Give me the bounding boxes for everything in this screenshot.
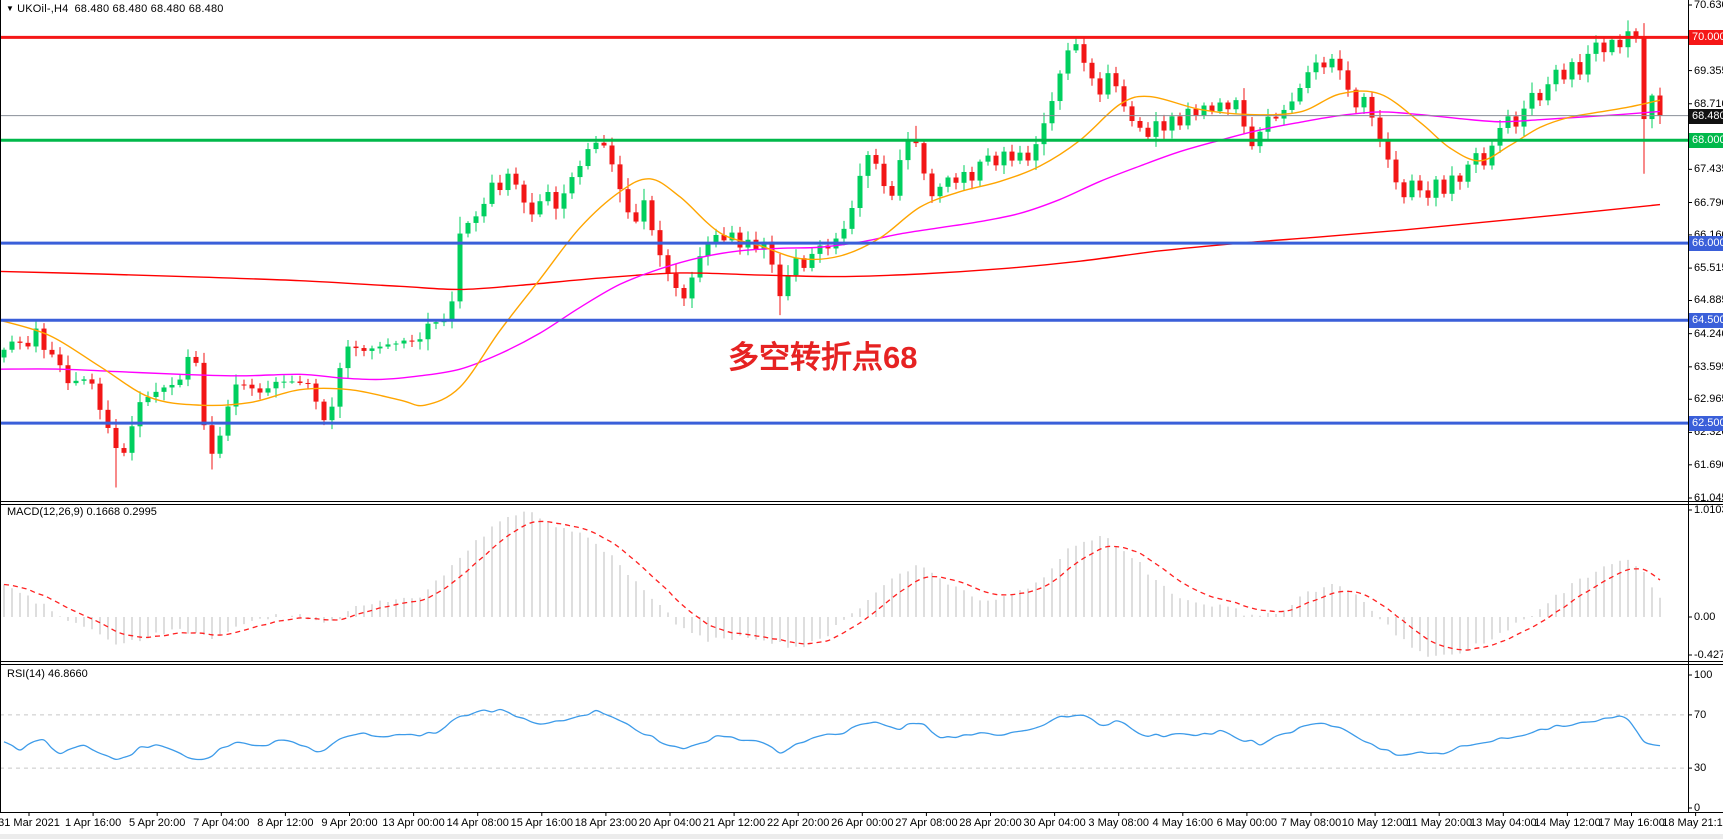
time-axis-label: 7 Apr 04:00 bbox=[193, 817, 250, 829]
macd-histogram bbox=[3, 511, 1661, 657]
time-axis-label: 1 Apr 16:00 bbox=[64, 817, 122, 829]
time-axis-label: 26 Apr 00:00 bbox=[831, 817, 894, 829]
price-badge: 62.500 bbox=[1689, 416, 1723, 432]
time-axis-label: 17 May 16:00 bbox=[1598, 817, 1665, 829]
time-axis-label: 8 Apr 12:00 bbox=[257, 817, 314, 829]
rsi-axis-label: 70 bbox=[1694, 708, 1707, 721]
horizontal-level-lines bbox=[0, 35, 1688, 425]
rsi-axis-label: 30 bbox=[1694, 762, 1707, 775]
fast-ma-line bbox=[0, 90, 1661, 407]
price-tick-label: 64.885 bbox=[1694, 294, 1723, 307]
rsi-value: 46.8660 bbox=[47, 668, 88, 680]
bottom-strip bbox=[0, 834, 1723, 839]
price-tick-label: 70.630 bbox=[1694, 0, 1723, 11]
time-axis-label: 28 Apr 20:00 bbox=[959, 817, 1022, 829]
time-axis-label: 30 Apr 04:00 bbox=[1023, 817, 1086, 829]
rsi-axis-label: 100 bbox=[1694, 669, 1713, 681]
dropdown-triangle-icon[interactable]: ▼ bbox=[6, 4, 15, 13]
chart-annotation-text: 多空转折点68 bbox=[728, 340, 918, 375]
time-axis-label: 22 Apr 20:00 bbox=[766, 817, 830, 829]
price-badge: 64.500 bbox=[1689, 313, 1723, 329]
rsi-name: RSI(14) bbox=[7, 668, 45, 680]
price-tick-label: 63.595 bbox=[1694, 360, 1723, 373]
time-axis-label: 11 May 20:00 bbox=[1406, 817, 1473, 829]
time-axis-label: 27 Apr 08:00 bbox=[895, 817, 958, 829]
price-tick-label: 65.515 bbox=[1694, 262, 1723, 275]
panel-separators bbox=[0, 0, 1723, 813]
macd-values: 0.1668 0.2995 bbox=[86, 506, 157, 518]
time-axis-label: 21 Apr 12:00 bbox=[702, 817, 766, 829]
time-axis-label: 9 Apr 20:00 bbox=[321, 817, 378, 829]
price-tick-label: 67.435 bbox=[1694, 163, 1723, 176]
rsi-line bbox=[3, 708, 1661, 761]
time-axis-label: 10 May 12:00 bbox=[1341, 817, 1409, 829]
price-tick-label: 62.965 bbox=[1694, 393, 1723, 406]
price-tick-label: 69.355 bbox=[1694, 64, 1723, 77]
macd-signal-line bbox=[3, 520, 1661, 651]
symbol-name: UKOil-,H4 bbox=[17, 3, 69, 15]
rsi-indicator-label: RSI(14) 46.8660 bbox=[7, 668, 88, 680]
time-axis-label: 3 May 08:00 bbox=[1088, 817, 1149, 829]
slow-ma-line bbox=[0, 203, 1661, 291]
time-axis-label: 14 Apr 08:00 bbox=[446, 817, 509, 829]
macd-axis-label: 0.00 bbox=[1694, 611, 1716, 623]
time-axis-label: 13 May 04:00 bbox=[1469, 817, 1537, 829]
price-tick-label: 68.710 bbox=[1694, 97, 1723, 110]
macd-name: MACD(12,26,9) bbox=[7, 506, 84, 518]
time-axis-label: 20 Apr 04:00 bbox=[638, 817, 702, 829]
rsi-level-lines bbox=[0, 714, 1688, 769]
rsi-axis-label: 0 bbox=[1694, 802, 1701, 814]
price-badge: 68.480 bbox=[1689, 108, 1723, 124]
symbol-ohlc-label: ▼ UKOil-,H4 68.480 68.480 68.480 68.480 bbox=[6, 3, 224, 15]
time-axis-label: 4 May 16:00 bbox=[1152, 817, 1214, 829]
price-badge: 66.000 bbox=[1689, 236, 1723, 252]
price-tick-label: 66.790 bbox=[1694, 196, 1723, 209]
macd-axis-label: 1.0103 bbox=[1694, 504, 1723, 516]
macd-indicator-label: MACD(12,26,9) 0.1668 0.2995 bbox=[7, 506, 157, 518]
price-badge: 68.000 bbox=[1689, 133, 1723, 149]
macd-axis-label: -0.4277 bbox=[1694, 649, 1723, 661]
price-tick-label: 61.045 bbox=[1694, 491, 1723, 504]
time-axis-label: 18 Apr 23:00 bbox=[574, 817, 638, 829]
time-axis-label: 14 May 12:00 bbox=[1534, 817, 1601, 829]
axis-tick-marks bbox=[28, 4, 1697, 816]
time-axis-label: 18 May 21:15 bbox=[1662, 817, 1723, 829]
price-badge: 70.000 bbox=[1689, 30, 1723, 46]
time-axis-label: 31 Mar 2021 bbox=[0, 817, 60, 829]
time-axis-label: 15 Apr 16:00 bbox=[510, 817, 573, 829]
price-tick-label: 64.240 bbox=[1694, 327, 1723, 340]
price-tick-label: 61.690 bbox=[1694, 458, 1723, 471]
ohlc-values: 68.480 68.480 68.480 68.480 bbox=[74, 3, 224, 15]
time-axis-label: 6 May 00:00 bbox=[1216, 817, 1278, 829]
time-axis-label: 5 Apr 20:00 bbox=[129, 817, 186, 829]
time-axis-label: 7 May 08:00 bbox=[1280, 817, 1342, 829]
time-axis-label: 13 Apr 00:00 bbox=[382, 817, 445, 829]
